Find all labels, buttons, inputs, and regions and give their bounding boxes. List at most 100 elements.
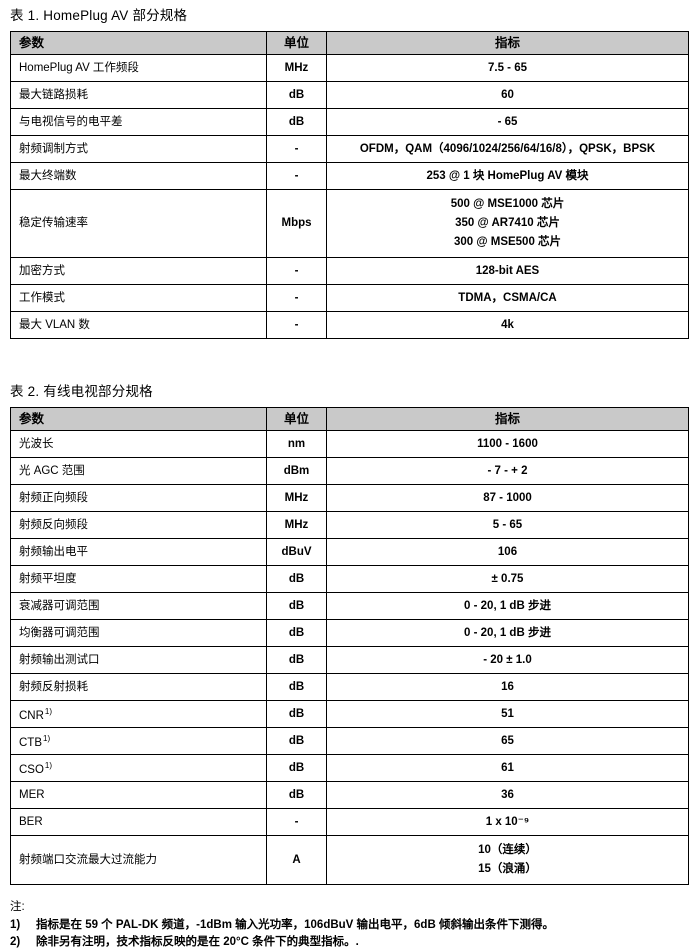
cell-unit: MHz: [266, 54, 327, 82]
column-header-unit: 单位: [266, 407, 327, 431]
table-2-header: 参数 单位 指标: [10, 407, 689, 431]
cell-value: ± 0.75: [326, 565, 689, 593]
cell-unit: -: [266, 135, 327, 163]
footnote-index: 2): [10, 936, 21, 948]
value-line: 15（浪涌）: [478, 863, 537, 875]
cell-parameter: MER: [10, 781, 267, 809]
table-row: 射频调制方式 - OFDM，QAM（4096/1024/256/64/16/8），Q…: [10, 135, 689, 163]
table-row: 稳定传输速率 Mbps 500 @ MSE1000 芯片 350 @ AR7410 芯…: [10, 189, 689, 258]
value-line: OFDM，QAM（4096/1024/256/64/16/8），QPSK，BPS…: [359, 142, 656, 155]
cell-parameter: CTB1): [10, 727, 267, 755]
column-header-value: 指标: [326, 31, 689, 55]
value-line: 87 - 1000: [483, 491, 532, 504]
cell-parameter: 最大链路损耗: [10, 81, 267, 109]
cell-value: 1 x 10⁻⁹: [326, 808, 689, 836]
footnote-index: 1): [10, 919, 21, 931]
cell-unit: -: [266, 257, 327, 285]
table-row: 射频输出电平 dBuV 106: [10, 538, 689, 566]
value-line: - 65: [497, 115, 518, 128]
table-1-body: HomePlug AV 工作频段 MHz 7.5 - 65 最大链路损耗 dB 60 与电视…: [10, 54, 689, 339]
table-row: MER dB 36: [10, 781, 689, 809]
cell-parameter: 射频反向频段: [10, 511, 267, 539]
table-row: 射频反射损耗 dB 16: [10, 673, 689, 701]
cell-value: - 7 - + 2: [326, 457, 689, 485]
table-header-row: 参数 单位 指标: [10, 407, 689, 431]
table-row: 工作模式 - TDMA，CSMA/CA: [10, 284, 689, 312]
cell-unit: dB: [266, 81, 327, 109]
cell-parameter: 最大 VLAN 数: [10, 311, 267, 339]
column-header-unit: 单位: [266, 31, 327, 55]
cell-unit: -: [266, 162, 327, 190]
cell-parameter: 衰减器可调范围: [10, 592, 267, 620]
cell-value: 4k: [326, 311, 689, 339]
value-line: 300 @ MSE500 芯片: [453, 236, 562, 248]
table-row: 射频反向频段 MHz 5 - 65: [10, 511, 689, 539]
catv-spec-table: 参数 单位 指标 光波长 nm 1100 - 1600 光 AGC 范围 dBm - 7 …: [10, 407, 689, 885]
cell-value: 65: [326, 727, 689, 755]
cell-unit: nm: [266, 430, 327, 458]
table-row: 加密方式 - 128-bit AES: [10, 257, 689, 285]
value-line: 1 x 10⁻⁹: [485, 815, 530, 828]
cell-unit: dB: [266, 619, 327, 647]
table-row: 射频输出测试口 dB - 20 ± 1.0: [10, 646, 689, 674]
homeplug-av-spec-table: 参数 单位 指标 HomePlug AV 工作频段 MHz 7.5 - 65 最大链路…: [10, 31, 689, 339]
value-line: 16: [501, 680, 514, 693]
footnotes-heading: 注:: [10, 901, 25, 913]
cell-value: 7.5 - 65: [326, 54, 689, 82]
cell-value: 253 @ 1 块 HomePlug AV 模块: [326, 162, 689, 190]
cell-value: 5 - 65: [326, 511, 689, 539]
cell-value: 10（连续） 15（浪涌）: [326, 835, 689, 885]
cell-parameter: 光 AGC 范围: [10, 457, 267, 485]
table-1-title: 表 1. HomePlug AV 部分规格: [10, 8, 188, 23]
column-header-param: 参数: [10, 31, 267, 55]
cell-unit: -: [266, 284, 327, 312]
table-row: HomePlug AV 工作频段 MHz 7.5 - 65: [10, 54, 689, 82]
cell-unit: dB: [266, 108, 327, 136]
value-line: 4k: [501, 318, 514, 331]
cell-unit: dB: [266, 754, 327, 782]
value-line: ± 0.75: [491, 572, 524, 585]
value-line: 7.5 - 65: [488, 61, 527, 74]
cell-unit: dB: [266, 592, 327, 620]
cell-value: 87 - 1000: [326, 484, 689, 512]
table-row: CSO1) dB 61: [10, 754, 689, 782]
table-row: 射频平坦度 dB ± 0.75: [10, 565, 689, 593]
cell-value: TDMA，CSMA/CA: [326, 284, 689, 312]
cell-parameter: 与电视信号的电平差: [10, 108, 267, 136]
cell-unit: dB: [266, 727, 327, 755]
cell-value: 60: [326, 81, 689, 109]
cell-unit: MHz: [266, 511, 327, 539]
value-line: 0 - 20, 1 dB 步进: [464, 626, 551, 639]
cell-parameter: HomePlug AV 工作频段: [10, 54, 267, 82]
footnote-marker: 1): [44, 707, 53, 717]
column-header-value: 指标: [326, 407, 689, 431]
cell-unit: dBuV: [266, 538, 327, 566]
cell-parameter: 射频端口交流最大过流能力: [10, 835, 267, 885]
cell-unit: dB: [266, 700, 327, 728]
value-line: 1100 - 1600: [477, 437, 538, 450]
cell-parameter: BER: [10, 808, 267, 836]
cell-parameter: 工作模式: [10, 284, 267, 312]
footnote-marker: 1): [43, 734, 51, 744]
table-row: 最大 VLAN 数 - 4k: [10, 311, 689, 339]
cell-value: 500 @ MSE1000 芯片 350 @ AR7410 芯片 300 @ MSE…: [326, 189, 689, 258]
cell-value: 0 - 20, 1 dB 步进: [326, 592, 689, 620]
cell-parameter: 加密方式: [10, 257, 267, 285]
cell-value: 128-bit AES: [326, 257, 689, 285]
footnote-text: 指标是在 59 个 PAL-DK 频道，-1dBm 输入光功率，106dBuV …: [36, 919, 554, 931]
cell-parameter: CSO1): [10, 754, 267, 782]
cell-value: 51: [326, 700, 689, 728]
value-line: 60: [501, 88, 514, 101]
table-header-row: 参数 单位 指标: [10, 31, 689, 55]
cell-unit: -: [266, 311, 327, 339]
cell-value: 36: [326, 781, 689, 809]
table-2-body: 光波长 nm 1100 - 1600 光 AGC 范围 dBm - 7 - + 2 射频正向…: [10, 430, 689, 885]
footnote-text: 除非另有注明，技术指标反映的是在 20°C 条件下的典型指标。.: [36, 936, 359, 948]
cell-parameter: 射频输出电平: [10, 538, 267, 566]
value-line: 253 @ 1 块 HomePlug AV 模块: [426, 169, 589, 182]
cell-parameter: CNR1): [10, 700, 267, 728]
table-row: CTB1) dB 65: [10, 727, 689, 755]
table-row: 最大终端数 - 253 @ 1 块 HomePlug AV 模块: [10, 162, 689, 190]
table-2-title: 表 2. 有线电视部分规格: [10, 384, 153, 399]
